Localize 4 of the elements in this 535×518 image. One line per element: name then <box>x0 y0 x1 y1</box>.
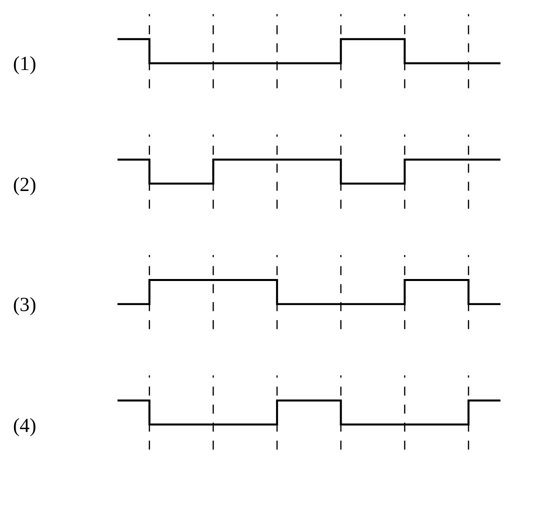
y-axis-title: (1) <box>13 53 36 75</box>
y-axis-title: (2) <box>13 174 36 196</box>
y-axis-title: (3) <box>13 294 36 316</box>
y-axis-title: (4) <box>13 415 36 437</box>
